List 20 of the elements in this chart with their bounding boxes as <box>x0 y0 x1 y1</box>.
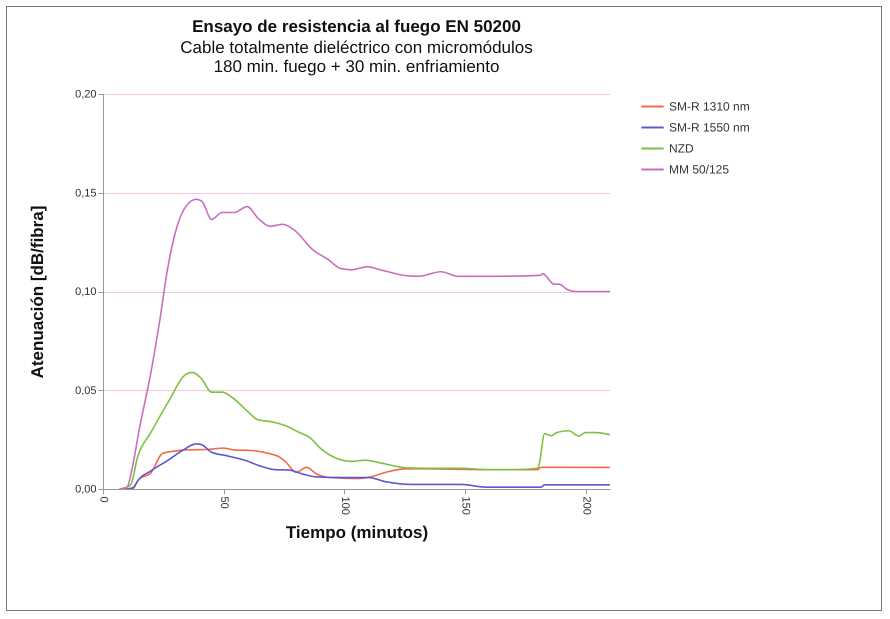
x-tick-label: 150 <box>460 496 472 515</box>
y-tick-label: 0,20 <box>75 88 96 100</box>
y-tick-label: 0,05 <box>75 384 96 397</box>
y-axis-title: Atenuación [dB/fibra] <box>28 206 48 378</box>
legend-label: NZD <box>669 142 694 156</box>
line-series <box>119 198 610 489</box>
x-tick-label: 100 <box>338 496 351 515</box>
legend-label: SM-R 1550 nm <box>669 120 750 134</box>
y-tick-label: 0,00 <box>75 484 96 496</box>
line-series <box>119 372 610 489</box>
x-tick-label: 0 <box>98 496 110 503</box>
chart-title: Ensayo de resistencia al fuego EN 50200 <box>192 17 521 36</box>
x-tick-label: 200 <box>580 496 592 515</box>
x-tick-label: 50 <box>218 496 230 509</box>
legend-label: MM 50/125 <box>669 162 730 176</box>
legend-label: SM-R 1310 nm <box>669 100 750 114</box>
y-tick-label: 0,10 <box>75 286 96 298</box>
y-tick-label: 0,15 <box>75 187 96 200</box>
x-axis-title: Tiempo (minutos) <box>286 522 428 542</box>
chart-subtitle: Cable totalmente dieléctrico con micromódulos 180 min. fuego + 30 min. enfriamiento <box>180 38 533 76</box>
